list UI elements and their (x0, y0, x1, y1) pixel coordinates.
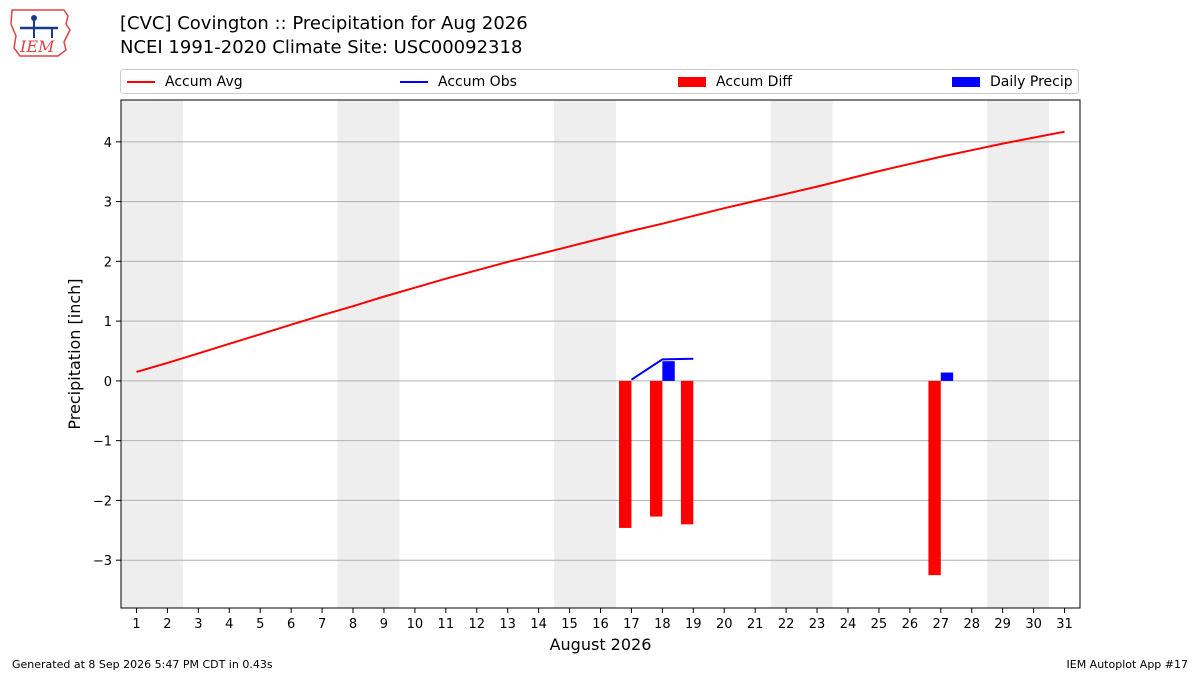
x-tick-label: 16 (592, 617, 609, 632)
legend-swatch (400, 80, 428, 83)
x-tick-label: 26 (902, 617, 919, 632)
x-tick-label: 9 (380, 617, 388, 632)
x-tick-label: 28 (963, 617, 980, 632)
daily-precip-bar (940, 372, 954, 381)
x-tick-label: 12 (468, 617, 485, 632)
x-tick-label: 29 (994, 617, 1011, 632)
x-tick-label: 15 (561, 617, 578, 632)
y-tick-label: 1 (104, 315, 112, 330)
x-tick-label: 1 (132, 617, 140, 632)
x-tick-label: 27 (933, 617, 950, 632)
legend-swatch (952, 76, 980, 87)
x-tick-label: 21 (747, 617, 764, 632)
x-tick-label: 19 (685, 617, 702, 632)
x-tick-label: 13 (499, 617, 516, 632)
y-tick-label: 2 (104, 255, 112, 270)
y-tick-label: −1 (93, 435, 112, 450)
x-tick-label: 18 (654, 617, 671, 632)
footer-generated: Generated at 8 Sep 2026 5:47 PM CDT in 0… (12, 658, 273, 671)
legend-swatch (127, 80, 155, 83)
legend-label: Accum Obs (438, 73, 517, 90)
x-tick-label: 14 (530, 617, 547, 632)
x-tick-label: 23 (809, 617, 826, 632)
chart-subtitle: NCEI 1991-2020 Climate Site: USC00092318 (120, 37, 523, 58)
legend-label: Daily Precip (990, 73, 1073, 90)
y-axis-label: Precipitation [inch] (65, 278, 84, 429)
x-tick-label: 10 (407, 617, 424, 632)
x-tick-label: 31 (1056, 617, 1073, 632)
legend-label: Accum Diff (716, 73, 793, 90)
accum-avg-line (136, 130, 1065, 373)
accum-diff-bar (619, 380, 632, 528)
legend: Accum Avg Accum Obs Accum Diff Daily Pre… (120, 69, 1079, 94)
legend-item-accum-obs: Accum Obs (400, 70, 517, 93)
weekend-shade (337, 100, 400, 608)
legend-label: Accum Avg (165, 73, 243, 90)
x-tick-label: 20 (716, 617, 733, 632)
accum-diff-bar (928, 380, 941, 576)
iem-logo-icon: IEM (10, 9, 71, 57)
y-tick-label: −2 (93, 494, 112, 509)
legend-item-accum-avg: Accum Avg (127, 70, 243, 93)
accum-diff-bar (649, 380, 663, 517)
x-tick-label: 7 (318, 617, 326, 632)
x-tick-label: 3 (194, 617, 202, 632)
x-tick-label: 6 (287, 617, 295, 632)
chart-title: [CVC] Covington :: Precipitation for Aug… (120, 13, 528, 34)
x-tick-label: 30 (1025, 617, 1042, 632)
weekend-shade (987, 100, 1050, 608)
accum-diff-bar (680, 380, 694, 525)
legend-item-daily-precip: Daily Precip (952, 70, 1073, 93)
weekend-shade (554, 100, 616, 608)
x-tick-label: 8 (349, 617, 357, 632)
weekend-shade (770, 100, 833, 608)
y-tick-label: 4 (104, 136, 112, 151)
x-tick-label: 22 (778, 617, 795, 632)
y-tick-label: 0 (104, 375, 112, 390)
y-tick-label: 3 (104, 196, 112, 211)
daily-precip-bar (662, 361, 675, 381)
accum-obs-line (630, 357, 694, 381)
x-tick-label: 24 (840, 617, 857, 632)
x-tick-label: 4 (225, 617, 233, 632)
footer-app: IEM Autoplot App #17 (1066, 658, 1189, 671)
x-tick-label: 11 (438, 617, 455, 632)
x-axis-label: August 2026 (550, 635, 652, 654)
x-tick-label: 25 (871, 617, 888, 632)
legend-item-accum-diff: Accum Diff (678, 70, 792, 93)
y-tick-label: −3 (93, 554, 112, 569)
x-tick-label: 17 (623, 617, 640, 632)
x-tick-label: 2 (163, 617, 171, 632)
x-tick-label: 5 (256, 617, 264, 632)
weekend-shade (121, 100, 183, 608)
legend-swatch (678, 76, 706, 87)
logo-text: IEM (19, 37, 55, 56)
